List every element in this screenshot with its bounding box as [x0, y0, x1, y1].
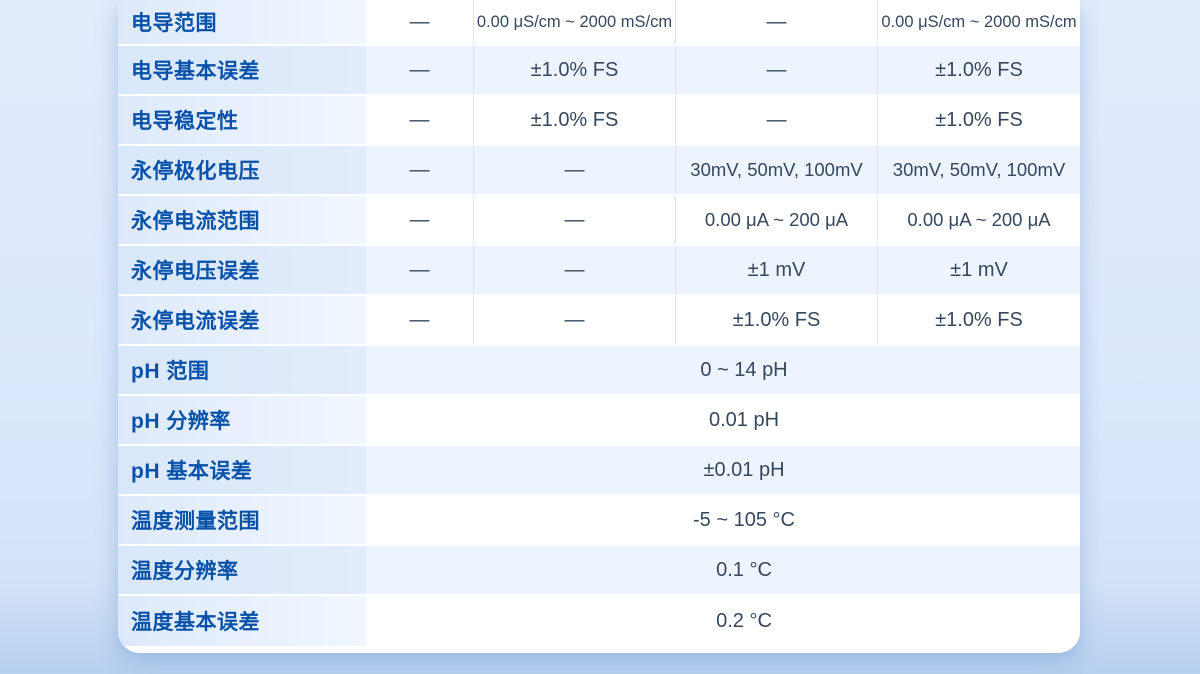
spec-value: ±1.0% FS: [877, 46, 1080, 94]
row-label: 永停极化电压: [118, 146, 366, 194]
table-row: 永停电流误差 — — ±1.0% FS ±1.0% FS: [118, 296, 1080, 346]
row-label: pH 分辨率: [118, 396, 366, 444]
spec-value: 0.00 μS/cm ~ 2000 mS/cm: [473, 0, 675, 44]
spec-value: —: [366, 0, 473, 44]
spec-value: ±1.0% FS: [877, 96, 1080, 144]
row-label: 温度基本误差: [118, 596, 366, 646]
spec-value: —: [473, 196, 675, 244]
spec-value: 0.00 μA ~ 200 μA: [675, 196, 877, 244]
spec-table-body: 电导范围 —0.00 μS/cm ~ 2000 mS/cm —0.00 μS/cm …: [118, 0, 1080, 646]
table-row: pH 基本误差 ±0.01 pH: [118, 446, 1080, 496]
spec-value-merged: 0.01 pH: [366, 396, 1080, 444]
spec-value-merged: -5 ~ 105 °C: [366, 496, 1080, 544]
spec-value: —: [366, 196, 473, 244]
table-row: pH 分辨率 0.01 pH: [118, 396, 1080, 446]
spec-value: —: [473, 296, 675, 344]
spec-value-merged: 0 ~ 14 pH: [366, 346, 1080, 394]
table-row: 温度基本误差 0.2 °C: [118, 596, 1080, 646]
spec-value: ±1.0% FS: [473, 96, 675, 144]
spec-value: —: [473, 246, 675, 294]
row-label: 电导范围: [118, 0, 366, 44]
spec-value: ±1 mV: [675, 246, 877, 294]
row-label: 温度分辨率: [118, 546, 366, 594]
table-row: pH 范围 0 ~ 14 pH: [118, 346, 1080, 396]
spec-value: —: [366, 46, 473, 94]
spec-value: ±1.0% FS: [675, 296, 877, 344]
spec-table-card: 电导范围 —0.00 μS/cm ~ 2000 mS/cm —0.00 μS/cm …: [118, 0, 1080, 653]
table-row: 永停电流范围 — —0.00 μA ~ 200 μA 0.00 μA ~ 200 μA: [118, 196, 1080, 246]
table-row: 电导范围 —0.00 μS/cm ~ 2000 mS/cm —0.00 μS/cm …: [118, 0, 1080, 46]
spec-value: 30mV, 50mV, 100mV: [877, 146, 1080, 194]
table-row: 温度测量范围 -5 ~ 105 °C: [118, 496, 1080, 546]
row-label: 温度测量范围: [118, 496, 366, 544]
spec-value: —: [675, 46, 877, 94]
table-row: 电导稳定性 — ±1.0% FS — ±1.0% FS: [118, 96, 1080, 146]
spec-value: ±1.0% FS: [473, 46, 675, 94]
table-row: 永停电压误差 — — ±1 mV ±1 mV: [118, 246, 1080, 296]
table-row: 永停极化电压 — —30mV, 50mV, 100mV 30mV, 50mV, 100…: [118, 146, 1080, 196]
spec-value: —: [366, 296, 473, 344]
table-row: 温度分辨率 0.1 °C: [118, 546, 1080, 596]
spec-value: —: [366, 96, 473, 144]
spec-value: —: [473, 146, 675, 194]
spec-value: ±1 mV: [877, 246, 1080, 294]
spec-value-merged: 0.2 °C: [366, 596, 1080, 646]
spec-value: —: [675, 96, 877, 144]
spec-value: —: [675, 0, 877, 44]
spec-value: 0.00 μA ~ 200 μA: [877, 196, 1080, 244]
table-row: 电导基本误差 — ±1.0% FS — ±1.0% FS: [118, 46, 1080, 96]
row-label: 永停电压误差: [118, 246, 366, 294]
spec-value: —: [366, 246, 473, 294]
spec-value-merged: ±0.01 pH: [366, 446, 1080, 494]
spec-value: 0.00 μS/cm ~ 2000 mS/cm: [877, 0, 1080, 44]
row-label: pH 基本误差: [118, 446, 366, 494]
spec-value: ±1.0% FS: [877, 296, 1080, 344]
row-label: 电导稳定性: [118, 96, 366, 144]
row-label: 电导基本误差: [118, 46, 366, 94]
spec-value-merged: 0.1 °C: [366, 546, 1080, 594]
row-label: 永停电流误差: [118, 296, 366, 344]
row-label: pH 范围: [118, 346, 366, 394]
spec-value: 30mV, 50mV, 100mV: [675, 146, 877, 194]
row-label: 永停电流范围: [118, 196, 366, 244]
spec-value: —: [366, 146, 473, 194]
